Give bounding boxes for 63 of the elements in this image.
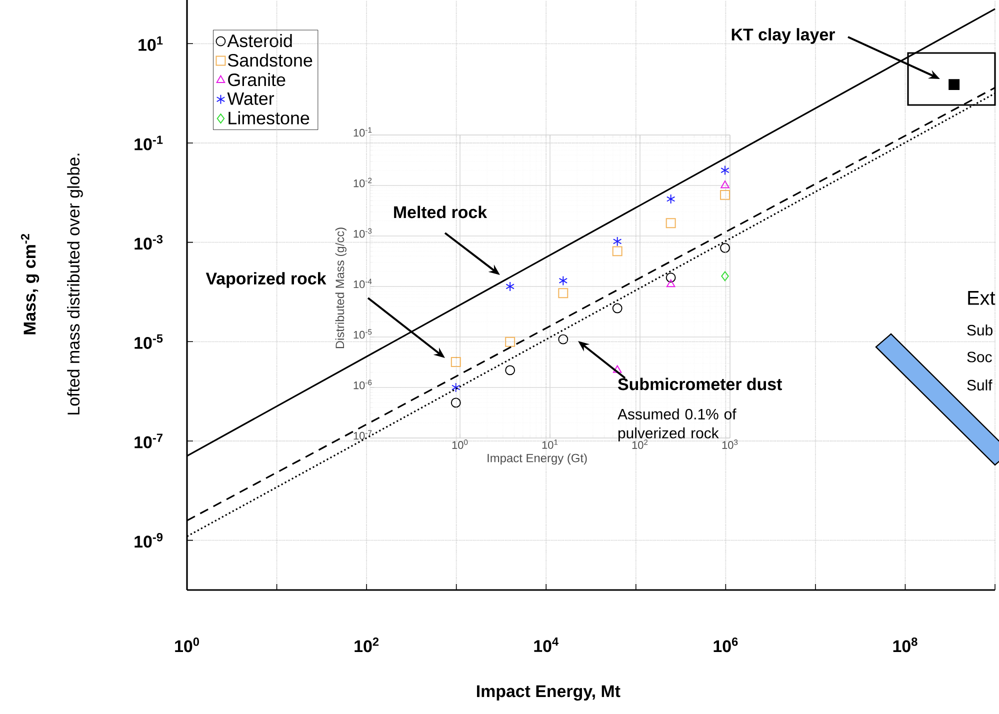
x-tick-label: 10$^{2}$ [354, 638, 379, 652]
point [720, 180, 730, 188]
annotation: Assumed 0.1% of pulverized rock [618, 408, 736, 442]
point [558, 276, 568, 286]
y-tick-label: 10$^{1}$ [138, 36, 163, 51]
text: Lofted mass distributed over globe. [67, 154, 83, 414]
y-axis-title: Mass, g cm$^{-2}$ [20, 234, 40, 334]
annotation: Soc [967, 352, 992, 362]
point [720, 190, 730, 200]
x-tick-label: 10$^{3}$ [722, 440, 738, 449]
point [721, 271, 729, 282]
y-axis-title: Distributed Mass (g/cc) [335, 228, 346, 348]
y-tick-label: 10$^{-1}$ [354, 127, 372, 137]
x-tick-label: 10$^{2}$ [632, 440, 648, 449]
x-tick-label: 10$^{0}$ [175, 638, 199, 652]
point [612, 365, 622, 373]
point [720, 165, 730, 176]
point [558, 334, 568, 344]
legend-label: Asteroid [227, 34, 292, 48]
legend-label: Granite [228, 72, 286, 86]
x-tick-label: 10$^{6}$ [714, 638, 738, 652]
y-tick-label: 10$^{-4}$ [354, 278, 372, 288]
point [505, 336, 516, 347]
point [505, 365, 516, 376]
x-tick-label: 10$^{1}$ [542, 440, 558, 449]
point [720, 242, 730, 253]
x-tick-label: 10$^{8}$ [893, 638, 918, 652]
y-tick-label: 10$^{-9}$ [134, 532, 163, 548]
legend-label: Limestone [228, 111, 310, 124]
point [450, 356, 461, 367]
annotation: Sulf [967, 380, 992, 390]
y-tick-label: 10$^{-5}$ [354, 329, 372, 339]
y-tick-label: 10$^{-6}$ [354, 380, 372, 390]
y-tick-label: 10$^{-5}$ [134, 334, 163, 349]
annotation: Ext [968, 291, 996, 305]
y-tick-label: 10$^{-3}$ [354, 228, 372, 238]
y-tick-label: 10$^{-2}$ [354, 178, 372, 188]
annotation: Melted rock [394, 206, 488, 218]
x-tick-label: 10$^{4}$ [534, 638, 559, 652]
point [452, 382, 460, 392]
y-tick-label: 10$^{-3}$ [134, 234, 163, 250]
point [666, 194, 676, 204]
point [450, 398, 461, 408]
annotation: KT clay layer [732, 28, 835, 44]
x-axis-title: Impact Energy, Mt [477, 685, 620, 701]
point [612, 303, 622, 314]
annotation: Vaporized rock [206, 272, 326, 288]
legend-label: Sandstone [228, 54, 312, 67]
point [612, 246, 622, 256]
point [558, 288, 568, 298]
y-tick-label: 10$^{-1}$ [134, 136, 163, 150]
point [666, 218, 676, 228]
annotation: Sub [967, 324, 992, 336]
point [506, 282, 514, 292]
x-axis-title: Impact Energy (Gt) [488, 454, 587, 465]
y-tick-label: 10$^{-7}$ [354, 430, 372, 440]
legend-label: Water [227, 92, 274, 105]
point [666, 279, 676, 288]
annotation: Submicrometer dust [618, 378, 782, 390]
point [612, 236, 622, 246]
y-tick-label: 10$^{-7}$ [134, 434, 162, 448]
x-tick-label: 10$^{0}$ [452, 440, 468, 449]
point [666, 272, 676, 283]
